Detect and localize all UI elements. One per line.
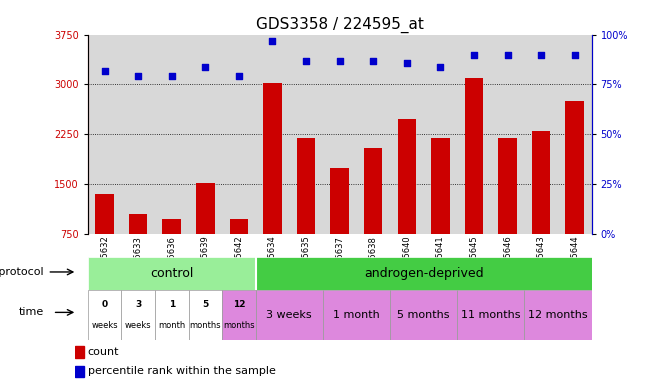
Bar bbox=[222, 35, 255, 234]
Bar bbox=[566, 101, 584, 234]
Point bbox=[569, 51, 580, 58]
Text: months: months bbox=[190, 321, 221, 330]
Text: 12 months: 12 months bbox=[528, 310, 588, 320]
Bar bbox=[155, 290, 188, 340]
Text: weeks: weeks bbox=[125, 321, 151, 330]
Bar bbox=[289, 35, 323, 234]
Bar bbox=[122, 290, 155, 340]
Bar bbox=[424, 35, 457, 234]
Bar bbox=[330, 168, 349, 234]
Text: count: count bbox=[88, 347, 119, 357]
Text: time: time bbox=[19, 307, 44, 318]
Bar bbox=[162, 219, 181, 234]
Bar bbox=[499, 138, 517, 234]
Text: 0: 0 bbox=[101, 300, 108, 310]
Bar bbox=[222, 290, 255, 340]
Bar bbox=[255, 35, 289, 234]
Bar bbox=[229, 219, 248, 234]
Text: 5: 5 bbox=[202, 300, 209, 310]
Point bbox=[267, 38, 278, 44]
Bar bbox=[188, 290, 222, 340]
Point bbox=[502, 51, 513, 58]
Text: androgen-deprived: androgen-deprived bbox=[364, 267, 484, 280]
Point bbox=[133, 73, 143, 79]
Bar bbox=[390, 35, 424, 234]
Bar bbox=[532, 131, 551, 234]
Bar bbox=[196, 183, 214, 234]
Bar bbox=[398, 119, 416, 234]
Point bbox=[368, 58, 378, 64]
Bar bbox=[129, 214, 148, 234]
Bar bbox=[356, 35, 390, 234]
Text: 1 month: 1 month bbox=[333, 310, 380, 320]
Bar bbox=[122, 35, 155, 234]
Title: GDS3358 / 224595_at: GDS3358 / 224595_at bbox=[255, 17, 424, 33]
Text: percentile rank within the sample: percentile rank within the sample bbox=[88, 366, 276, 376]
Bar bbox=[75, 346, 84, 358]
Text: 5 months: 5 months bbox=[397, 310, 450, 320]
Text: control: control bbox=[150, 267, 194, 280]
Bar bbox=[525, 290, 592, 340]
Point bbox=[334, 58, 345, 64]
Text: 12: 12 bbox=[233, 300, 245, 310]
Point bbox=[200, 63, 211, 70]
Bar bbox=[390, 290, 457, 340]
Bar bbox=[96, 194, 114, 234]
Bar bbox=[255, 290, 323, 340]
Text: 11 months: 11 months bbox=[461, 310, 521, 320]
Point bbox=[402, 60, 412, 66]
Text: month: month bbox=[158, 321, 185, 330]
Bar bbox=[155, 35, 188, 234]
Bar bbox=[323, 35, 356, 234]
Bar bbox=[297, 138, 315, 234]
Bar bbox=[457, 35, 491, 234]
Bar bbox=[457, 290, 525, 340]
Point bbox=[436, 63, 446, 70]
Bar bbox=[75, 366, 84, 377]
Point bbox=[234, 73, 244, 79]
Bar bbox=[263, 83, 281, 234]
Point bbox=[99, 68, 110, 74]
Bar bbox=[188, 35, 222, 234]
Text: 1: 1 bbox=[168, 300, 175, 310]
Point bbox=[536, 51, 546, 58]
Point bbox=[301, 58, 311, 64]
Bar bbox=[491, 35, 525, 234]
Bar bbox=[88, 257, 255, 290]
Bar bbox=[364, 148, 382, 234]
Point bbox=[469, 51, 479, 58]
Point bbox=[166, 73, 177, 79]
Text: 3: 3 bbox=[135, 300, 141, 310]
Text: growth protocol: growth protocol bbox=[0, 267, 44, 277]
Bar bbox=[525, 35, 558, 234]
Bar bbox=[255, 257, 592, 290]
Text: months: months bbox=[223, 321, 255, 330]
Text: weeks: weeks bbox=[91, 321, 118, 330]
Bar bbox=[323, 290, 390, 340]
Bar bbox=[88, 290, 122, 340]
Bar bbox=[465, 78, 483, 234]
Bar bbox=[88, 35, 122, 234]
Bar bbox=[431, 138, 450, 234]
Text: 3 weeks: 3 weeks bbox=[266, 310, 312, 320]
Bar bbox=[558, 35, 592, 234]
